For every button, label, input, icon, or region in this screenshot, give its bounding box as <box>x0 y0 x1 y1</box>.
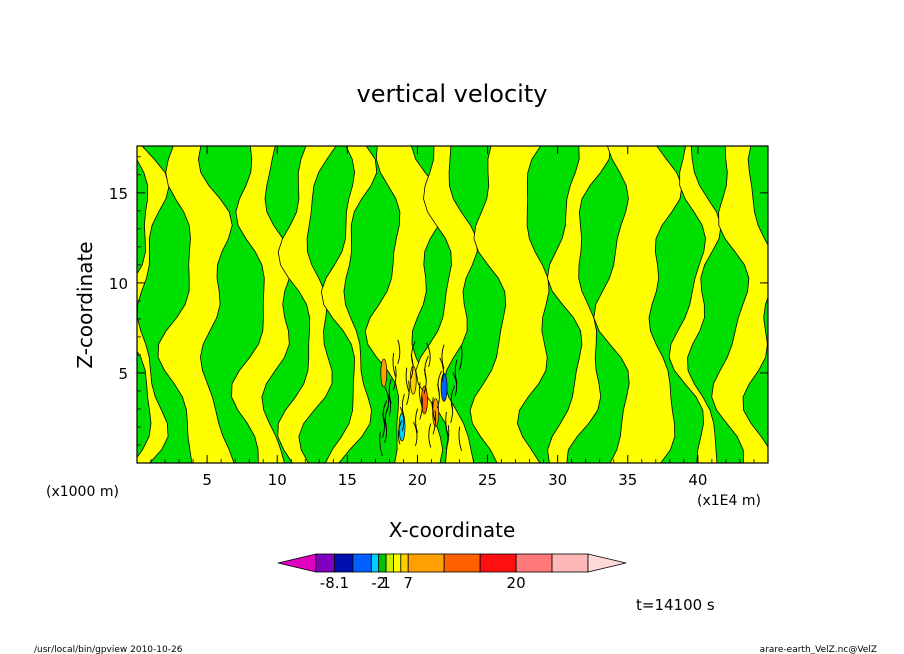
colorbar-swatch <box>352 553 372 573</box>
colorbar-label: -2 <box>371 574 386 592</box>
colorbar-swatch <box>551 553 589 573</box>
plot-frame <box>136 145 769 464</box>
contour-line <box>452 372 458 397</box>
contour-line <box>458 426 463 451</box>
contour-line <box>458 346 463 371</box>
colorbar-swatch <box>443 553 481 573</box>
positive-velocity-region <box>277 146 337 463</box>
x-tick-label: 15 <box>338 471 357 489</box>
contour-line <box>445 411 449 437</box>
x-unit-right: (x1E4 m) <box>697 493 761 509</box>
y-axis-label: Z-coordinate <box>73 241 97 368</box>
colorbar-max-arrow <box>587 553 627 573</box>
x-tick-label: 30 <box>548 471 567 489</box>
contour-line <box>397 420 403 445</box>
y-tick-label: 5 <box>118 365 128 383</box>
convective-cell <box>421 385 428 415</box>
contour-line <box>384 387 389 412</box>
colorbar-label: 20 <box>507 574 526 592</box>
positive-velocity-region <box>415 146 478 463</box>
contour-line <box>424 355 429 381</box>
contour-line <box>450 385 456 410</box>
contour-line <box>392 366 397 391</box>
colorbar-label: 7 <box>403 574 413 592</box>
x-tick-label: 40 <box>688 471 707 489</box>
positive-velocity-region <box>231 146 293 463</box>
contour-line <box>415 408 419 433</box>
y-axis: 5 10 15 <box>109 156 768 446</box>
x-tick-label: 25 <box>478 471 497 489</box>
contour-line <box>382 400 388 425</box>
footer-left: /usr/local/bin/gpview 2010-10-26 <box>34 645 183 654</box>
velocity-field <box>137 146 768 463</box>
contour-line <box>439 357 444 382</box>
contour-line <box>392 352 397 378</box>
positive-velocity-region <box>137 146 170 463</box>
color-legend: -8.1 -21 7 20 <box>277 553 627 592</box>
x-axis: 5 10 15 20 25 30 35 40 <box>150 146 755 489</box>
time-label: t=14100 s <box>636 596 715 614</box>
positive-velocity-region <box>711 146 768 463</box>
colorbar-swatch <box>479 553 517 573</box>
contour-line <box>399 406 405 432</box>
colorbar-label: -8.1 <box>320 574 349 592</box>
contour-line <box>432 410 437 435</box>
colorbar-swatch <box>315 553 335 573</box>
contour-line <box>397 339 401 364</box>
positive-velocity-region <box>157 146 235 463</box>
positive-velocity-region <box>546 146 611 463</box>
colorbar-swatch <box>370 553 380 573</box>
positive-velocity-region <box>668 146 722 463</box>
colorbar-swatch <box>385 553 394 573</box>
x-tick-label: 5 <box>202 471 212 489</box>
x-tick-label: 35 <box>618 471 637 489</box>
colorbar-swatch <box>334 553 354 573</box>
x-tick-label: 20 <box>408 471 427 489</box>
x-unit-left: (x1000 m) <box>46 484 119 500</box>
positive-velocity-region <box>320 146 378 463</box>
contour-line <box>401 393 405 419</box>
footer-right: arare-earth_VelZ.nc@VelZ <box>760 645 877 654</box>
x-tick-label: 10 <box>268 471 287 489</box>
contour-line <box>411 341 416 366</box>
contour-line <box>388 379 392 404</box>
contour-line <box>426 342 431 368</box>
positive-velocity-region <box>593 146 683 463</box>
y-tick-label: 10 <box>109 275 128 293</box>
colorbar-min-arrow <box>277 553 317 573</box>
contour-line <box>441 344 445 369</box>
contour-line <box>379 431 383 456</box>
colorbar-swatch <box>400 553 409 573</box>
plot-area <box>136 145 769 464</box>
colorbar-swatch <box>393 553 402 573</box>
contour-line <box>418 382 423 407</box>
x-axis-label: X-coordinate <box>389 518 516 542</box>
contour-line <box>432 397 436 422</box>
contour-line <box>405 367 410 392</box>
contour-line <box>437 370 443 396</box>
colorbar-swatch <box>515 553 553 573</box>
colorbar-label: 1 <box>381 574 391 592</box>
chart-title: vertical velocity <box>357 80 548 108</box>
contour-line <box>419 395 423 420</box>
y-tick-label: 15 <box>109 185 128 203</box>
convective-cell <box>440 373 448 402</box>
positive-velocity-region <box>469 146 550 463</box>
convective-cell <box>380 358 388 388</box>
contour-line <box>428 423 432 448</box>
contour-line <box>445 425 450 450</box>
contour-line <box>454 359 458 384</box>
contour-line <box>406 380 410 405</box>
colorbar-swatch <box>378 553 387 573</box>
colorbar-swatch <box>407 553 445 573</box>
contour-line <box>412 421 418 447</box>
